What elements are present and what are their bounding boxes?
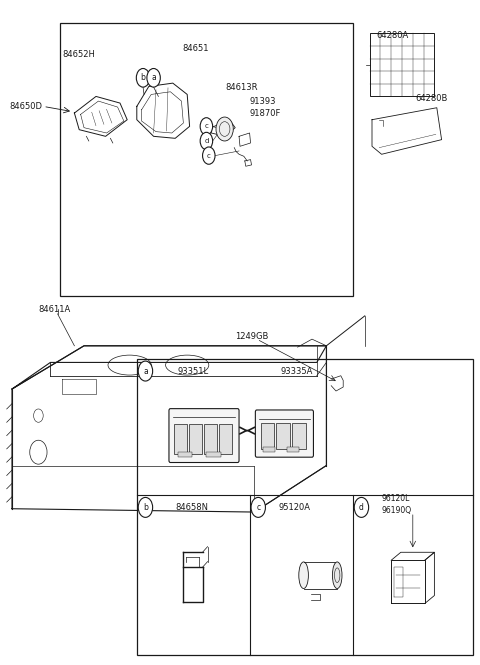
Text: 95120A: 95120A [278, 503, 311, 512]
Text: c: c [207, 152, 211, 159]
Text: 91393: 91393 [250, 97, 276, 106]
Bar [206, 452, 221, 458]
Bar [219, 424, 232, 454]
Text: 84613R: 84613R [226, 82, 258, 92]
Circle shape [216, 117, 233, 141]
Circle shape [200, 118, 213, 135]
Circle shape [251, 497, 265, 517]
Text: 84651: 84651 [182, 44, 209, 53]
Text: 84658N: 84658N [175, 503, 208, 512]
Circle shape [147, 68, 160, 87]
Bar [276, 423, 290, 448]
Circle shape [138, 361, 153, 381]
Bar [178, 452, 192, 458]
Text: b: b [141, 73, 145, 82]
Circle shape [138, 497, 153, 517]
Bar [137, 359, 473, 655]
Text: 1249GB: 1249GB [235, 332, 269, 341]
Text: d: d [204, 138, 209, 144]
Bar [60, 23, 353, 296]
Bar [204, 424, 217, 454]
Circle shape [354, 497, 369, 517]
Text: a: a [143, 366, 148, 376]
Ellipse shape [332, 562, 342, 589]
Text: 91870F: 91870F [250, 109, 281, 118]
FancyBboxPatch shape [169, 408, 239, 463]
Text: d: d [359, 503, 364, 512]
Bar [370, 33, 434, 96]
Circle shape [203, 147, 215, 164]
Text: 93335A: 93335A [281, 366, 313, 376]
Text: a: a [151, 73, 156, 82]
Bar [189, 424, 202, 454]
Text: 64280B: 64280B [415, 94, 447, 103]
Text: c: c [256, 503, 260, 512]
Bar [287, 447, 299, 452]
Bar [174, 424, 187, 454]
Text: 64280A: 64280A [377, 31, 409, 40]
Text: 96190Q: 96190Q [382, 505, 412, 515]
Ellipse shape [299, 562, 308, 589]
Circle shape [136, 68, 150, 87]
Text: 96120L: 96120L [382, 494, 410, 503]
Bar [261, 423, 274, 448]
Bar [292, 423, 306, 448]
Text: b: b [143, 503, 148, 512]
Text: 84650D: 84650D [10, 102, 43, 111]
Text: c: c [204, 123, 208, 130]
Text: 93351L: 93351L [178, 366, 209, 376]
Text: 84611A: 84611A [38, 305, 71, 314]
FancyBboxPatch shape [255, 410, 313, 458]
Text: 84652H: 84652H [62, 49, 95, 59]
Circle shape [200, 132, 213, 150]
Bar [263, 447, 275, 452]
